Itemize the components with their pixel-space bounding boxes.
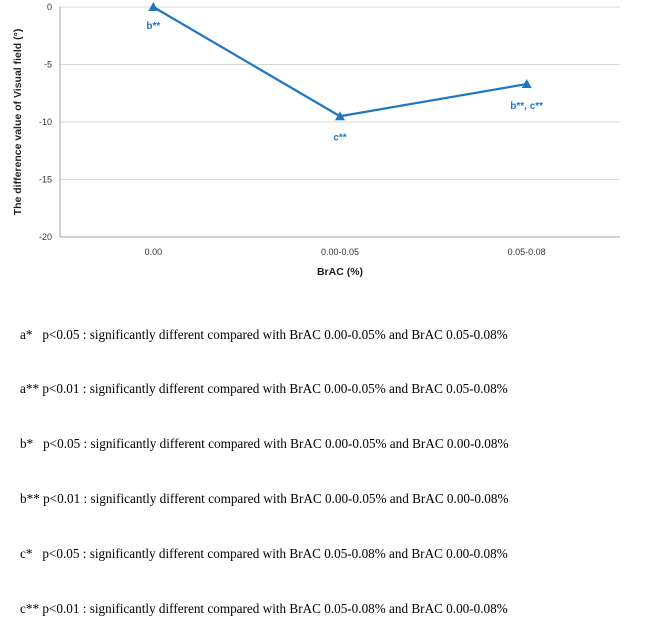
x-tick-label: 0.05-0.08 [508,247,546,257]
y-tick-label: -10 [39,117,52,127]
data-labels: b** c** b**, c** [146,21,543,143]
footnote: a* p<0.05 : significantly different comp… [20,326,508,342]
footnote: b** p<0.01 : significantly different com… [20,491,509,507]
data-label: c** [333,132,346,143]
data-label: b**, c** [510,101,543,112]
data-point-marker [335,111,345,121]
footnote: c** p<0.01 : significantly different com… [20,601,508,617]
y-axis-title: The difference value of Visual field (°) [12,29,24,216]
y-tick-label: -5 [44,60,52,70]
series-layer [148,2,532,121]
footnote: b* p<0.05 : significantly different comp… [20,436,509,452]
data-point-marker [521,79,532,89]
x-tick-label: 0.00-0.05 [321,247,359,257]
footnote: c* p<0.05 : significantly different comp… [20,546,508,562]
y-tick-labels: 0 -5 -10 -15 -20 [39,2,52,242]
gridlines [60,6,620,238]
y-tick-label: -20 [39,232,52,242]
x-tick-label: 0.00 [145,247,163,257]
data-label: b** [146,21,160,32]
y-tick-label: 0 [47,2,52,12]
y-tick-label: -15 [39,175,52,185]
x-tick-labels: 0.00 0.00-0.05 0.05-0.08 [145,247,546,257]
series-line [152,6,527,118]
data-point-marker [148,2,159,11]
footnotes: a* p<0.05 : significantly different comp… [20,289,508,637]
line-chart: 0 -5 -10 -15 -20 0.00 0.00-0.05 0.05-0.08 b** c… [12,2,620,278]
x-axis-title: BrAC (%) [317,266,363,278]
footnote: a** p<0.01 : significantly different com… [20,381,508,397]
